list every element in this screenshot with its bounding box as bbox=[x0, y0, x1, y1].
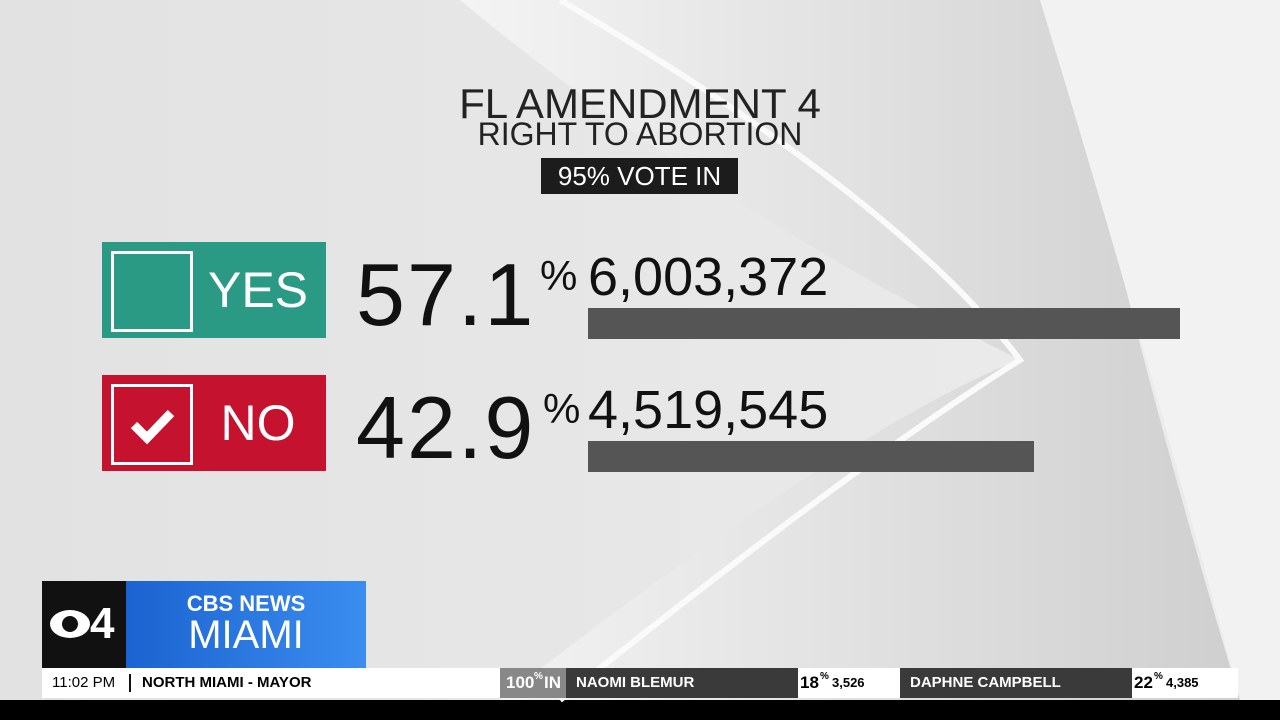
candidate-votes: 3,526 bbox=[832, 675, 865, 690]
reporting-value: 100 bbox=[506, 673, 535, 692]
subtitle: RIGHT TO ABORTION bbox=[477, 116, 803, 152]
reporting-unit: % bbox=[534, 671, 543, 682]
separator bbox=[129, 674, 131, 692]
reporting-suffix: IN bbox=[544, 673, 561, 692]
check-mark bbox=[130, 409, 175, 445]
ticker-race: NORTH MIAMI - MAYOR bbox=[142, 674, 312, 691]
vote-bar bbox=[588, 308, 1180, 339]
option-label: NO bbox=[220, 395, 296, 451]
network-name: CBS NEWS bbox=[186, 591, 306, 616]
checkbox bbox=[111, 384, 193, 465]
channel-number: 4 bbox=[90, 599, 115, 648]
candidate-percent: 22 bbox=[1134, 673, 1153, 692]
option-box: YES bbox=[102, 242, 326, 338]
candidate-name: DAPHNE CAMPBELL bbox=[910, 674, 1061, 691]
network-logo: CBS NEWS MIAMI bbox=[126, 581, 366, 668]
cbs-eye bbox=[50, 590, 118, 658]
option-box: NO bbox=[102, 375, 326, 471]
channel-logo: 4 bbox=[42, 581, 126, 668]
ticker-reporting: 100 % IN bbox=[500, 668, 566, 698]
option-label: YES bbox=[207, 262, 309, 318]
candidate-name: NAOMI BLEMUR bbox=[576, 674, 695, 691]
reporting-badge: 95% VOTE IN bbox=[541, 158, 738, 194]
candidate-name-box: NAOMI BLEMUR bbox=[566, 668, 798, 698]
candidate-percent: 18 bbox=[800, 673, 819, 692]
percent-sign: % bbox=[543, 385, 581, 432]
candidate-name-box: DAPHNE CAMPBELL bbox=[900, 668, 1132, 698]
candidate-votes: 4,385 bbox=[1166, 675, 1199, 690]
ticker-time: 11:02 PM bbox=[52, 674, 116, 691]
percent-sign: % bbox=[540, 252, 578, 299]
checkbox bbox=[111, 251, 193, 332]
vote-count: 6,003,372 bbox=[588, 247, 829, 307]
candidate-percent-unit: % bbox=[1154, 671, 1163, 682]
percent: 57.1 bbox=[356, 245, 536, 344]
vote-bar bbox=[588, 441, 1034, 472]
title: FL AMENDMENT 4 bbox=[459, 80, 821, 127]
candidate-percent-unit: % bbox=[820, 671, 829, 682]
vote-count: 4,519,545 bbox=[588, 380, 829, 440]
percent: 42.9 bbox=[356, 378, 536, 477]
city-name: MIAMI bbox=[188, 613, 304, 657]
